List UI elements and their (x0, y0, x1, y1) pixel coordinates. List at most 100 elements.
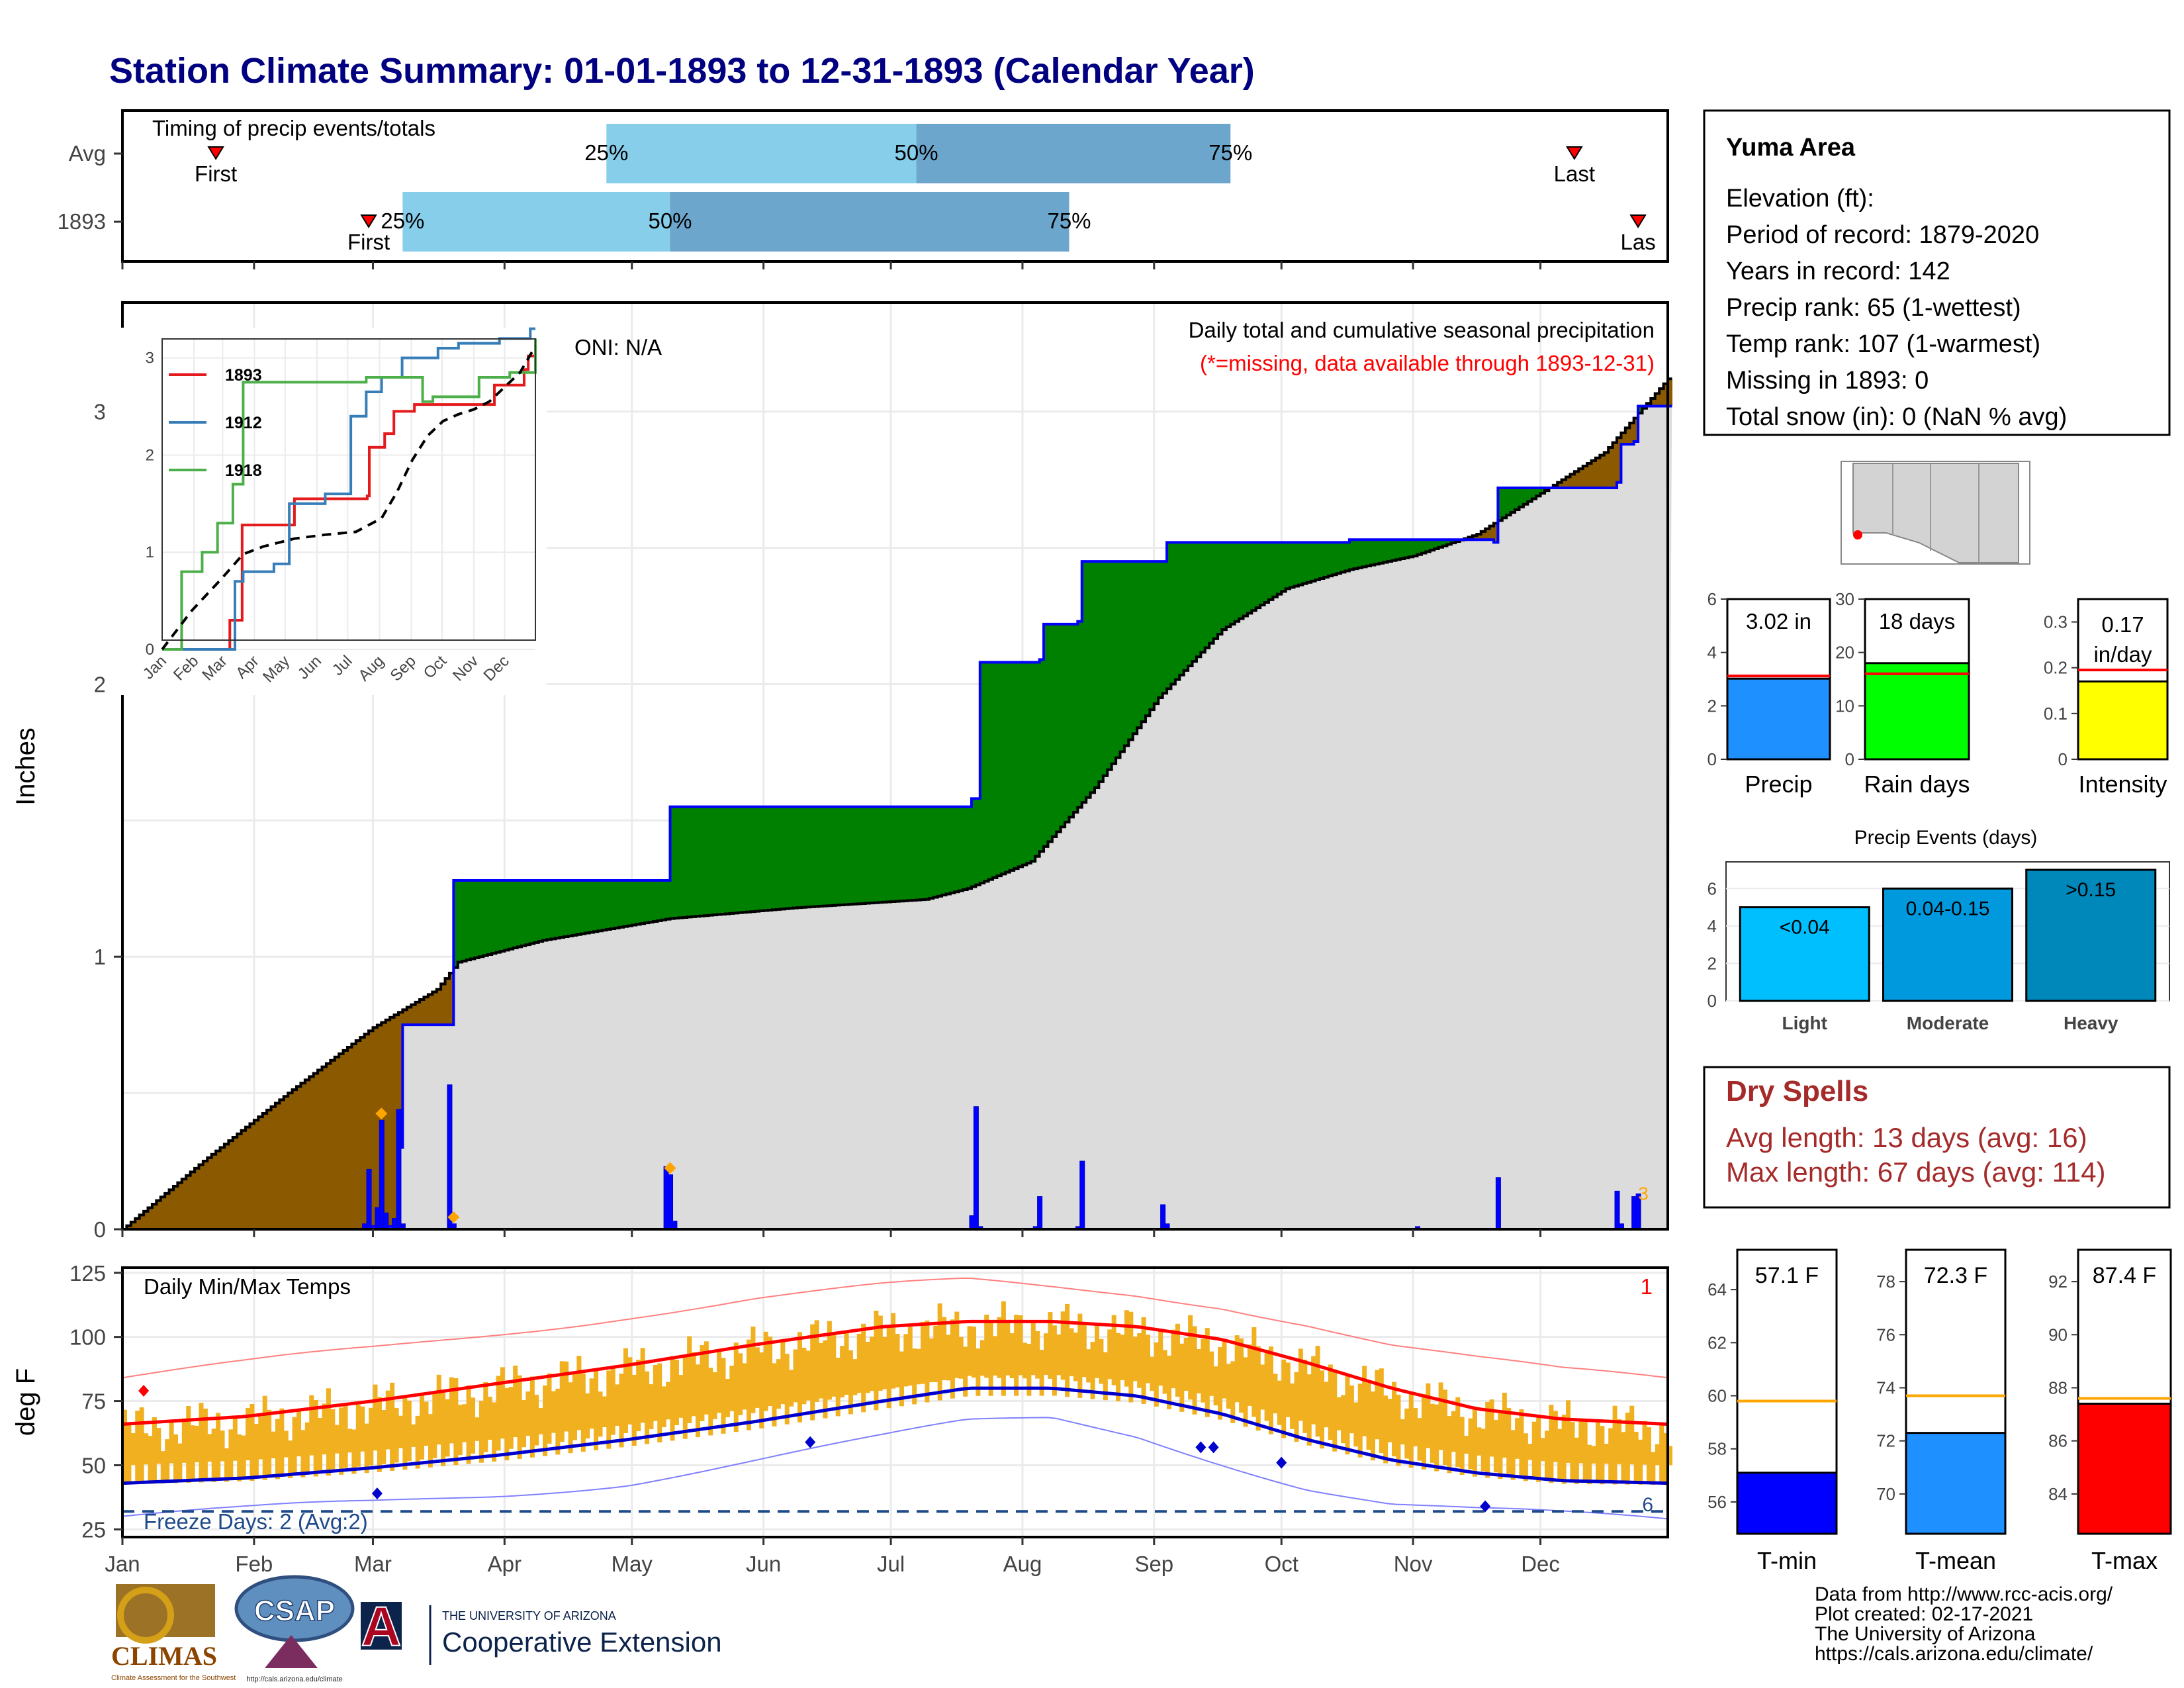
precip-summary-tick-label: 4 (1707, 643, 1717, 663)
temp-day-bar (1375, 1370, 1380, 1440)
surplus-segment (729, 806, 735, 914)
surplus-segment (492, 880, 497, 954)
station-info-box: Yuma Area Elevation (ft): Period of recor… (1703, 109, 2171, 436)
temp-day-bar (1621, 1432, 1626, 1482)
temp-day-bar (1315, 1346, 1320, 1437)
temp-day-bar (415, 1415, 420, 1469)
inset-series-lines (161, 327, 537, 651)
temp-day-bar (700, 1345, 705, 1421)
surplus-segment (1357, 539, 1363, 568)
surplus-segment (1132, 561, 1138, 734)
precip-summary-tick-label: 0.3 (2044, 612, 2068, 632)
temp-month-label: Dec (1521, 1552, 1560, 1576)
surplus-segment (1222, 542, 1227, 630)
temp-day-bar (1400, 1419, 1405, 1445)
temp-day-bar (649, 1384, 654, 1430)
temp-day-bar (615, 1384, 620, 1426)
deficit-segment (173, 1186, 178, 1229)
surplus-segment (1413, 539, 1418, 556)
surplus-segment (793, 806, 798, 908)
credit-line-4: https://cals.arizona.edu/climate/ (1815, 1643, 2093, 1665)
temp-summary-tick-label: 56 (1707, 1492, 1727, 1512)
surplus-segment (1438, 539, 1443, 547)
temp-day-bar (1141, 1317, 1146, 1404)
deficit-segment (326, 1063, 331, 1229)
temp-day-bar (636, 1360, 641, 1432)
temp-day-bar (279, 1408, 285, 1474)
surplus-segment (1005, 662, 1011, 872)
surplus-segment (1302, 542, 1308, 584)
surplus-segment (1209, 542, 1214, 643)
surplus-segment (823, 806, 828, 906)
deficit-segment (1625, 428, 1630, 445)
deficit-segment (343, 1050, 348, 1229)
temp-day-bar (1642, 1421, 1647, 1465)
surplus-segment (580, 880, 586, 934)
surplus-segment (1026, 662, 1032, 863)
deficit-segment (1659, 389, 1664, 406)
timing-row-label: 1893 (58, 209, 106, 234)
temp-day-bar (1201, 1338, 1206, 1403)
ua-big-text: Cooperative Extension (442, 1626, 722, 1658)
temp-day-bar (1591, 1446, 1596, 1464)
surplus-segment (772, 806, 777, 910)
surplus-segment (619, 880, 624, 927)
deficit-segment (355, 1041, 361, 1229)
temp-day-bar (780, 1340, 786, 1405)
surplus-segment (1014, 662, 1019, 869)
deficit-segment (1557, 482, 1563, 488)
temp-summary-tick-label: 90 (2048, 1325, 2068, 1344)
temp-day-bar (496, 1376, 501, 1451)
deficit-segment (369, 1031, 374, 1227)
deficit-segment (1561, 479, 1567, 488)
daily-precip-bar (366, 1168, 372, 1230)
deficit-segment (267, 1109, 272, 1229)
deficit-segment (160, 1197, 165, 1229)
temp-day-bar (874, 1310, 879, 1411)
temp-day-bar (487, 1396, 492, 1440)
precip-summary-category: Intensity (2078, 771, 2167, 798)
surplus-segment (1362, 539, 1367, 567)
temp-day-bar (1162, 1350, 1167, 1394)
surplus-segment (840, 806, 845, 905)
surplus-segment (1430, 539, 1435, 551)
surplus-segment (1523, 488, 1528, 504)
temp-day-bar (1392, 1382, 1397, 1457)
deficit-segment (1651, 398, 1656, 406)
temp-day-bar (1103, 1352, 1108, 1401)
timing-iqr-upper-1893 (670, 192, 1069, 252)
temp-day-bar (1273, 1374, 1278, 1414)
temp-day-bar (1234, 1335, 1240, 1403)
surplus-segment (504, 880, 510, 951)
temp-day-bar (1175, 1323, 1180, 1397)
record-temp-marker (1195, 1441, 1206, 1454)
temp-day-bar (246, 1407, 251, 1460)
temp-day-bar (759, 1352, 764, 1429)
temp-day-bar (886, 1327, 891, 1409)
surplus-segment (1218, 542, 1223, 634)
surplus-segment (666, 880, 671, 919)
temp-day-bar (1438, 1382, 1443, 1450)
deficit-segment (1668, 379, 1673, 406)
deficit-segment (169, 1190, 174, 1229)
surplus-segment (997, 662, 1002, 876)
surplus-segment (1116, 561, 1121, 758)
temp-day-bar (538, 1408, 543, 1434)
temp-day-bar (224, 1448, 229, 1482)
deficit-segment (224, 1144, 229, 1229)
surplus-segment (819, 806, 824, 907)
climas-logo-text: CLIMAS (111, 1641, 217, 1671)
temp-day-bar (903, 1334, 909, 1387)
surplus-segment (1234, 542, 1240, 622)
daily-precip-bar (1037, 1196, 1043, 1230)
temp-day-bar (551, 1391, 556, 1433)
surplus-segment (768, 806, 773, 910)
temp-summary-value-label: 57.1 F (1755, 1263, 1819, 1288)
station-info-line: Years in record: 142 (1726, 258, 1950, 285)
surplus-segment (1353, 539, 1359, 569)
surplus-segment (958, 806, 964, 891)
deficit-segment (1477, 534, 1482, 540)
temp-day-bar (746, 1339, 751, 1430)
temp-day-bar (878, 1315, 883, 1391)
